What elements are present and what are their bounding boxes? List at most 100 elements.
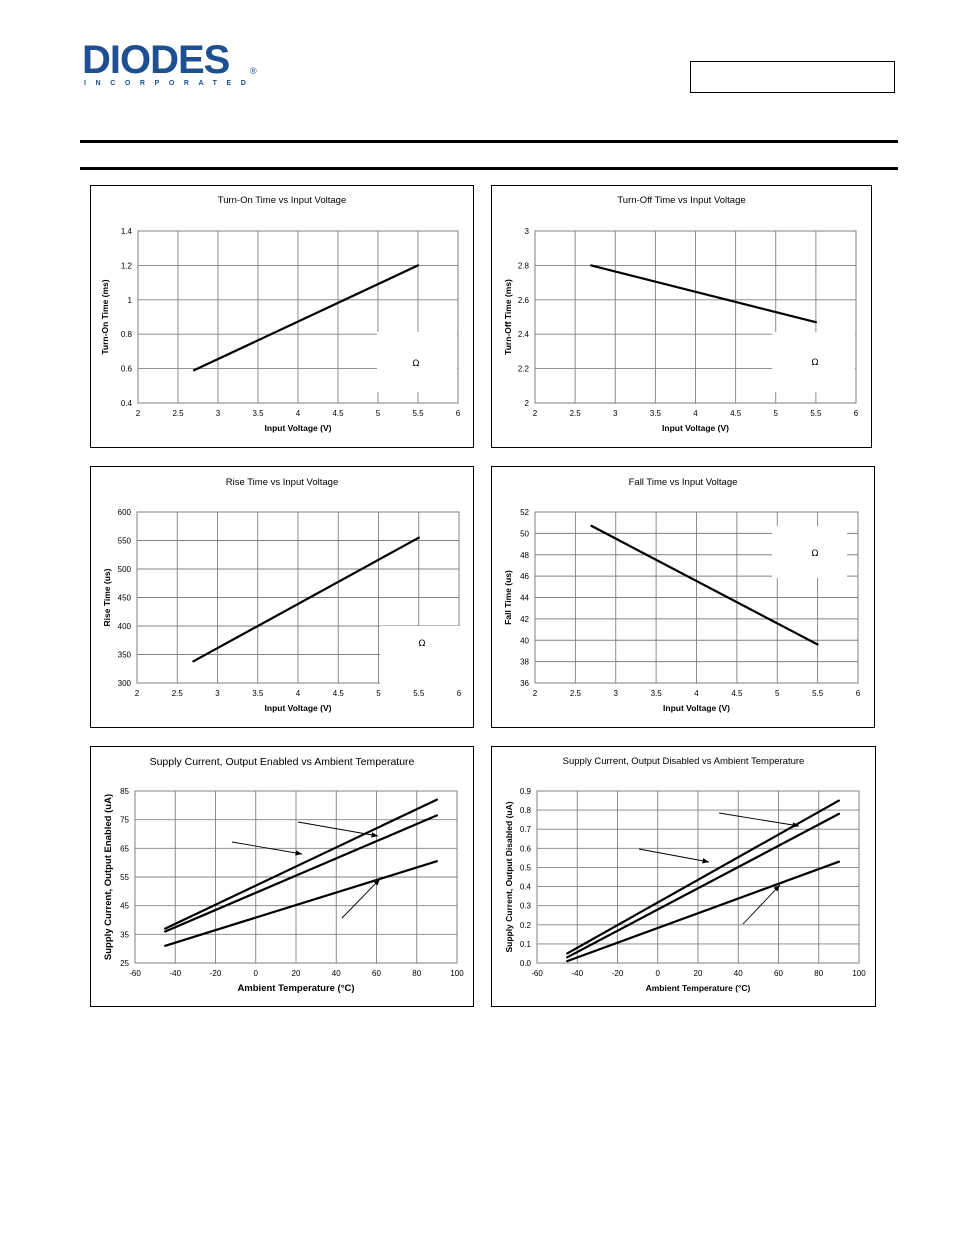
supply-current-disabled-chart: 0.0 0.1 0.2 0.3 0.4 0.5 0.6 0.7 0.8 0.9 -60 -40 -20 0… (491, 746, 876, 1007)
y-tick-label: 35 (120, 930, 129, 939)
x-tick-label: 40 (734, 969, 743, 978)
x-tick-label: 4.5 (731, 689, 743, 698)
x-tick-label: 2 (135, 689, 140, 698)
x-tick-label: 3.5 (650, 409, 662, 418)
fall-time-chart: 36 38 40 42 44 46 48 50 52 2 2.5 3 3.5 4 4.5 5 5.5 6 Ω Fall… (491, 466, 875, 728)
x-tick-label: -20 (210, 969, 222, 978)
x-tick-label: 5.5 (413, 689, 425, 698)
y-tick-label: 2.4 (518, 330, 530, 339)
y-tick-label: 0.4 (520, 883, 532, 892)
logo-registered-mark: ® (250, 66, 257, 76)
x-tick-label: 40 (332, 969, 341, 978)
y-tick-label: 300 (118, 679, 132, 688)
x-tick-label: 4.5 (333, 689, 345, 698)
turn-off-time-chart: 2 2.2 2.4 2.6 2.8 3 2 2.5 3 3.5 4 4.5 5 5.5 6 Ω Turn-Off… (491, 185, 872, 448)
y-axis-label: Rise Time (us) (102, 568, 112, 626)
plot-area (534, 511, 859, 684)
plot-area (136, 511, 460, 684)
logo-subtext: INCORPORATED (84, 80, 256, 87)
x-tick-label: 3.5 (252, 409, 264, 418)
y-axis-label: Turn-On Time (ms) (100, 279, 110, 354)
y-tick-label: 0.7 (520, 825, 532, 834)
series-line (164, 860, 438, 947)
x-tick-label: 5 (775, 689, 780, 698)
header-rule-top (80, 140, 898, 143)
supply-current-enabled-chart: 25 35 45 55 65 75 85 -60 -40 -20 0 20 40 60 80 100 Suppl… (90, 746, 474, 1007)
annotation-label: Ω (413, 359, 420, 369)
x-tick-label: 2 (533, 409, 538, 418)
chart-frame (90, 185, 474, 448)
series-line (590, 264, 817, 324)
y-axis-label: Supply Current, Output Enabled (uA) (103, 794, 114, 960)
series-line (164, 798, 438, 930)
x-tick-label: 60 (372, 969, 381, 978)
y-tick-label: 46 (520, 572, 529, 581)
y-tick-label: 0.0 (520, 959, 532, 968)
x-tick-label: 20 (694, 969, 703, 978)
y-tick-label: 42 (520, 615, 529, 624)
chart-frame (491, 466, 875, 728)
y-tick-label: 550 (118, 537, 132, 546)
x-tick-label: 6 (856, 689, 861, 698)
part-number-box (690, 61, 895, 93)
chart-title: Supply Current, Output Enabled vs Ambien… (150, 756, 415, 768)
annotation-label: Ω (419, 639, 426, 649)
y-tick-label: 0.8 (121, 330, 133, 339)
x-tick-label: 5.5 (412, 409, 424, 418)
annotation-arrowhead (773, 885, 780, 892)
x-tick-label: 0 (656, 969, 661, 978)
annotation-arrow (231, 841, 303, 855)
diodes-logo: DIODES ® INCORPORATED (82, 38, 258, 88)
annotation-arrowhead (792, 822, 799, 828)
x-tick-label: 3.5 (252, 689, 264, 698)
x-tick-label: 4.5 (730, 409, 742, 418)
x-tick-label: -20 (612, 969, 624, 978)
annotation-arrow (341, 878, 381, 919)
y-tick-label: 2.2 (518, 365, 530, 374)
y-tick-label: 450 (118, 594, 132, 603)
annotation-arrow (638, 848, 710, 863)
x-tick-label: 3 (613, 409, 618, 418)
y-tick-label: 25 (120, 959, 129, 968)
y-tick-label: 50 (520, 529, 529, 538)
x-tick-label: -60 (531, 969, 543, 978)
y-tick-label: 0.3 (520, 902, 532, 911)
y-tick-label: 0.1 (520, 940, 532, 949)
x-tick-label: 6 (456, 409, 461, 418)
plot-area (137, 230, 459, 404)
y-tick-label: 0.6 (121, 365, 133, 374)
chart-frame (90, 746, 474, 1007)
annotation-arrow (718, 812, 800, 827)
chart-title: Turn-Off Time vs Input Voltage (617, 195, 745, 206)
annotation-arrowhead (702, 858, 709, 864)
y-tick-label: 85 (120, 787, 129, 796)
x-axis-label: Input Voltage (V) (663, 703, 730, 713)
rise-time-chart: 300 350 400 450 500 550 600 2 2.5 3 3.5 4 4.5 5 5.5 6 Ω R… (90, 466, 474, 728)
legend-area (772, 332, 855, 392)
annotation-arrowhead (371, 832, 378, 838)
y-tick-label: 48 (520, 551, 529, 560)
y-tick-label: 600 (118, 508, 132, 517)
x-axis-label: Ambient Temperature (°C) (237, 983, 354, 994)
y-tick-label: 65 (120, 844, 129, 853)
turn-on-time-chart: 0.4 0.6 0.8 1 1.2 1.4 2 2.5 3 3.5 4 4.5 5 5.5 6 Ω Turn-O… (90, 185, 474, 448)
y-tick-label: 44 (520, 594, 529, 603)
x-tick-label: 5.5 (810, 409, 822, 418)
annotation-arrow (297, 821, 379, 837)
y-axis-label: Turn-Off Time (ms) (503, 279, 513, 355)
series-line (192, 536, 420, 663)
y-tick-label: 1 (128, 296, 133, 305)
chart-frame (491, 746, 876, 1007)
y-tick-label: 40 (520, 636, 529, 645)
y-tick-label: 55 (120, 873, 129, 882)
y-tick-label: 2.6 (518, 296, 530, 305)
y-tick-label: 75 (120, 816, 129, 825)
plot-area (534, 230, 857, 404)
y-tick-label: 45 (120, 902, 129, 911)
x-tick-label: 4 (694, 689, 699, 698)
x-tick-label: 100 (450, 969, 464, 978)
x-axis-label: Input Voltage (V) (265, 423, 332, 433)
y-tick-label: 2 (525, 399, 530, 408)
x-tick-label: 4 (296, 409, 301, 418)
y-tick-label: 1.2 (121, 261, 133, 270)
